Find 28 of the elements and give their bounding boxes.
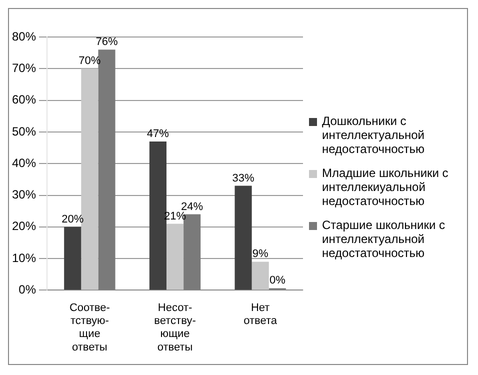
data-label: 33% — [232, 172, 254, 184]
legend-label: Младшие школьники с интеллекиуальной недостаточностью — [322, 166, 450, 208]
data-label: 0% — [269, 274, 286, 287]
data-label: 24% — [181, 200, 204, 213]
y-tick-label: 40% — [12, 156, 36, 170]
y-tick-label: 50% — [12, 124, 36, 138]
data-label: 76% — [96, 36, 118, 48]
y-tick-label: 20% — [12, 219, 36, 234]
y-tick-label: 30% — [12, 188, 36, 202]
x-tick-label: Несот- ветству- ющие ответы — [154, 302, 196, 354]
data-label: 9% — [252, 248, 268, 260]
data-label: 70% — [78, 55, 101, 68]
legend-label: Старшие школьники с интеллектуальной недостаточностью — [322, 218, 446, 260]
legend-label: Дошкольники с интеллектуальной недостаточностью — [322, 114, 426, 156]
y-tick-label: 0% — [18, 282, 36, 297]
bar — [252, 262, 269, 290]
x-tick-label: Соотве- тствую- щие ответы — [69, 302, 110, 354]
data-label: 47% — [146, 128, 170, 140]
y-tick-label: 70% — [12, 60, 36, 75]
bar — [166, 224, 184, 290]
x-tick-label: Нет ответа — [244, 302, 278, 328]
y-tick-label: 10% — [12, 250, 36, 265]
bar — [149, 141, 166, 290]
y-tick-label: 80% — [12, 29, 36, 44]
y-tick-label: 60% — [12, 92, 36, 107]
bar — [234, 186, 252, 290]
data-label: 20% — [62, 213, 84, 226]
bar — [64, 226, 82, 290]
